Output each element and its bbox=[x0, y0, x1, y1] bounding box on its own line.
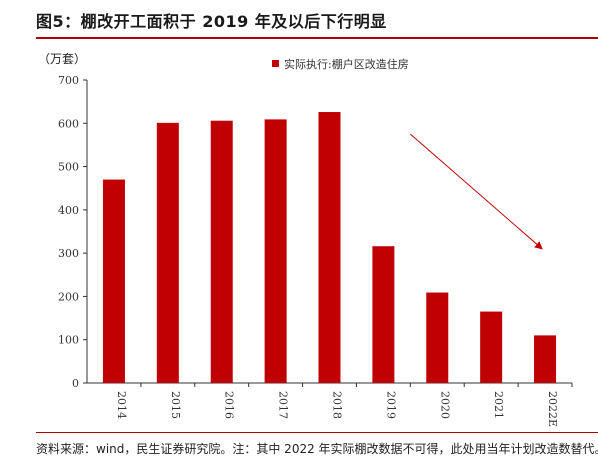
x-tick-label-2019: 2019 bbox=[384, 391, 397, 419]
bar-2018 bbox=[318, 112, 341, 383]
y-tick-label: 500 bbox=[58, 161, 79, 174]
x-tick-label-2016: 2016 bbox=[223, 391, 236, 419]
bar-2020 bbox=[426, 292, 449, 383]
title-divider bbox=[36, 37, 598, 39]
x-tick-label-2020: 2020 bbox=[438, 391, 451, 419]
y-tick-labels: 0 100 200 300 400 500 600 700 bbox=[58, 74, 79, 390]
x-tick-labels: 2014 2015 2016 2017 2018 2019 2020 2021 2022E bbox=[115, 391, 559, 427]
bar-2017 bbox=[264, 119, 287, 383]
y-tick-label: 0 bbox=[72, 377, 79, 390]
legend: 实际执行:棚户区改造住房 bbox=[272, 57, 409, 71]
bars bbox=[102, 112, 557, 384]
chart-title: 图5：棚改开工面积于 2019 年及以后下行明显 bbox=[36, 12, 387, 31]
y-tick-label: 700 bbox=[58, 74, 79, 87]
x-tick-label-2015: 2015 bbox=[169, 391, 182, 419]
trend-arrow bbox=[410, 133, 543, 250]
y-axis-unit-label: （万套） bbox=[38, 52, 86, 66]
bar-2015 bbox=[156, 122, 179, 384]
x-tick-label-2018: 2018 bbox=[331, 391, 344, 419]
y-tick-label: 200 bbox=[58, 290, 79, 303]
source-note: 资料来源：wind，民生证券研究院。注：其中 2022 年实际棚改数据不可得，此… bbox=[36, 442, 598, 456]
x-tick-label-2022E: 2022E bbox=[546, 391, 559, 427]
trend-arrow-line bbox=[410, 133, 543, 250]
y-tick-label: 100 bbox=[58, 334, 79, 347]
y-tick-label: 400 bbox=[58, 204, 79, 217]
bar-2021 bbox=[480, 311, 503, 383]
bar-2019 bbox=[372, 246, 395, 383]
x-tick-label-2017: 2017 bbox=[277, 391, 290, 419]
y-tick-label: 300 bbox=[58, 247, 79, 260]
x-tick-label-2021: 2021 bbox=[492, 391, 505, 419]
footer-divider bbox=[36, 432, 598, 433]
legend-swatch bbox=[272, 60, 279, 67]
bar-2016 bbox=[210, 120, 233, 383]
bar-2022E bbox=[534, 335, 557, 383]
legend-label: 实际执行:棚户区改造住房 bbox=[284, 57, 409, 71]
y-tick-label: 600 bbox=[58, 117, 79, 130]
x-tick-label-2014: 2014 bbox=[115, 391, 128, 419]
bar-2014 bbox=[102, 179, 125, 383]
